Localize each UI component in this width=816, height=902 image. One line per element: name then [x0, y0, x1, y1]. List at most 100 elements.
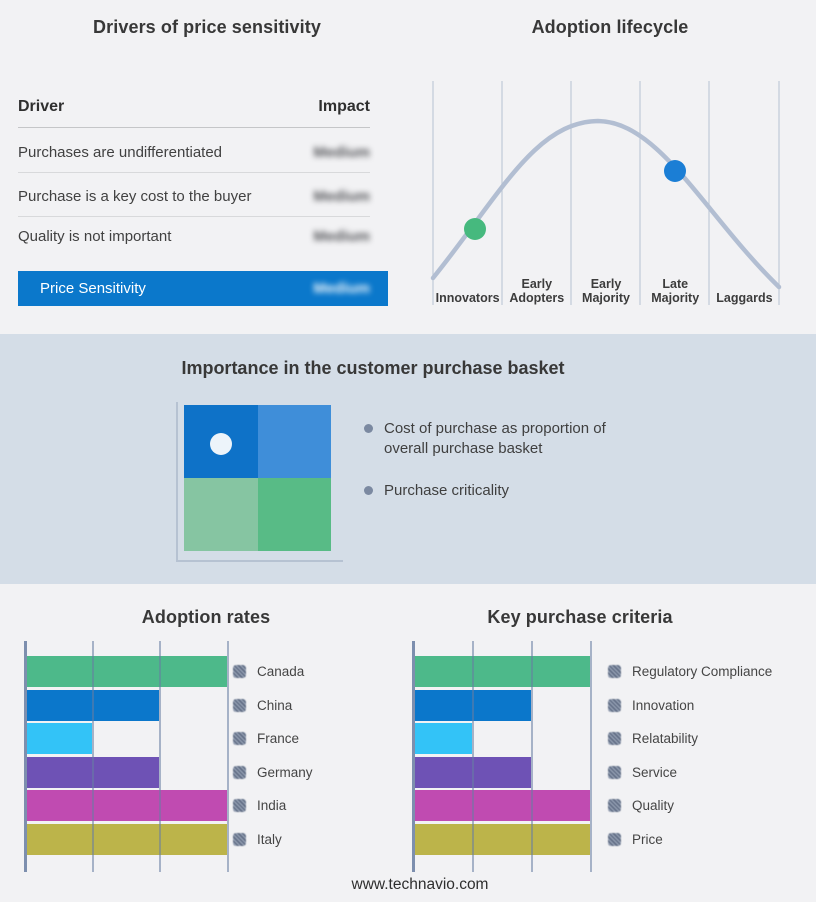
- gridline: [590, 641, 592, 872]
- legend-label: Regulatory Compliance: [632, 664, 773, 679]
- stage-label-late-majority: Late Majority: [651, 277, 700, 305]
- drivers-table-title: Drivers of price sensitivity: [93, 17, 321, 37]
- legend-swatch-icon: [233, 698, 246, 712]
- legend-item-service: Service: [608, 764, 677, 781]
- legend-item-china: China: [233, 697, 292, 714]
- quadrant-bottom-right: [258, 478, 331, 551]
- legend-swatch-icon: [233, 799, 246, 813]
- legend-label: Canada: [257, 664, 305, 679]
- quadrant-matrix: [184, 405, 331, 551]
- legend-label: France: [257, 731, 300, 747]
- position-dot: [210, 433, 232, 455]
- quadrant-y-axis: [176, 402, 178, 560]
- purchase-criteria-legend: Regulatory Compliance Innovation Relatabil…: [608, 641, 813, 872]
- legend-item-india: India: [233, 797, 286, 814]
- legend-label: Innovation: [632, 697, 695, 713]
- legend-item-regulatory-compliance: Regulatory Compliance: [608, 663, 772, 680]
- bar-quality: [413, 790, 590, 822]
- bullet-item: Purchase criticality: [364, 481, 634, 501]
- legend-swatch-icon: [608, 698, 621, 712]
- adoption-rates-legend: Canada China France Germany India Italy: [233, 641, 393, 872]
- table-row: Purchases are undifferentiated Medium: [18, 140, 370, 164]
- bar-relatability: [413, 723, 472, 755]
- legend-swatch-icon: [233, 765, 246, 779]
- legend-label: China: [257, 697, 293, 713]
- bullet-text: Cost of purchase as proportion of overal…: [384, 420, 606, 457]
- legend-swatch-icon: [608, 732, 621, 746]
- bullet-item: Cost of purchase as proportion of overal…: [364, 419, 634, 459]
- impact-value-blurred: Medium: [313, 143, 370, 161]
- lifecycle-bell-curve-chart: [430, 81, 782, 305]
- driver-cell: Quality is not important: [18, 227, 172, 245]
- bell-curve-line: [430, 118, 782, 290]
- column-header-driver: Driver: [18, 98, 65, 115]
- late-majority-marker-dot: [664, 160, 686, 182]
- adoption-rates-bar-chart: [24, 641, 229, 872]
- impact-value-blurred: Medium: [313, 227, 370, 245]
- bullet-text: Purchase criticality: [384, 482, 510, 499]
- legend-swatch-icon: [233, 833, 246, 846]
- gridline: [472, 641, 474, 872]
- table-header-row: Driver Impact: [18, 95, 370, 119]
- driver-cell: Price Sensitivity: [40, 280, 146, 297]
- legend-swatch-icon: [233, 665, 246, 678]
- purchase-criteria-bar-chart: [412, 641, 592, 872]
- purchase-basket-band: Importance in the customer purchase bask…: [0, 334, 816, 584]
- legend-swatch-icon: [608, 765, 621, 779]
- table-header-divider: [18, 127, 370, 128]
- table-row-divider: [18, 172, 370, 173]
- basket-title: Importance in the customer purchase bask…: [181, 358, 565, 378]
- table-row: Quality is not important Medium: [18, 224, 370, 248]
- legend-item-price: Price: [608, 831, 663, 848]
- legend-label: Service: [632, 764, 678, 780]
- basket-bullet-list: Cost of purchase as proportion of overal…: [364, 419, 634, 523]
- bar-italy: [25, 824, 227, 855]
- bar-india: [25, 790, 227, 822]
- quadrant-bottom-left: [184, 478, 258, 551]
- legend-item-canada: Canada: [233, 663, 304, 680]
- legend-label: Germany: [257, 764, 313, 780]
- lifecycle-gridlines: [432, 81, 780, 305]
- bar-canada: [25, 656, 227, 687]
- lifecycle-stage-labels: Innovators Early Adopters Early Majority…: [433, 270, 779, 305]
- bar-regulatory-compliance: [413, 656, 590, 687]
- legend-swatch-icon: [608, 833, 621, 846]
- table-row-divider: [18, 216, 370, 217]
- stage-label-early-majority: Early Majority: [582, 277, 630, 305]
- price-sensitivity-highlight-row: Price Sensitivity Medium: [18, 271, 388, 306]
- gridline: [531, 641, 533, 872]
- stage-label-laggards: Laggards: [716, 291, 773, 305]
- legend-swatch-icon: [233, 732, 246, 746]
- gridline: [92, 641, 94, 872]
- bullet-dot-icon: [364, 486, 373, 495]
- purchase-criteria-title: Key purchase criteria: [487, 607, 673, 627]
- category-axis-line: [24, 641, 27, 872]
- gridline: [159, 641, 161, 872]
- stage-label-innovators: Innovators: [435, 291, 500, 305]
- driver-cell: Purchase is a key cost to the buyer: [18, 187, 252, 205]
- legend-label: India: [257, 798, 287, 814]
- footer-url: www.technavio.com: [351, 876, 489, 893]
- bullet-dot-icon: [364, 424, 373, 433]
- stage-label-early-adopters: Early Adopters: [509, 277, 565, 305]
- legend-label: Price: [632, 832, 663, 847]
- innovators-marker-dot: [464, 218, 486, 240]
- legend-item-innovation: Innovation: [608, 697, 694, 714]
- legend-label: Relatability: [632, 731, 699, 747]
- legend-item-germany: Germany: [233, 764, 313, 781]
- bar-france: [25, 723, 92, 755]
- legend-label: Italy: [257, 832, 282, 847]
- quadrant-x-axis: [176, 560, 343, 562]
- lifecycle-title: Adoption lifecycle: [531, 17, 689, 37]
- adoption-rates-title: Adoption rates: [141, 607, 271, 627]
- legend-label: Quality: [632, 798, 675, 814]
- legend-item-relatability: Relatability: [608, 730, 698, 747]
- gridline: [227, 641, 229, 872]
- bar-price: [413, 824, 590, 855]
- legend-item-quality: Quality: [608, 797, 674, 814]
- impact-value-blurred: Medium: [313, 187, 370, 205]
- quadrant-top-right: [258, 405, 331, 478]
- legend-swatch-icon: [608, 665, 621, 678]
- legend-item-france: France: [233, 730, 299, 747]
